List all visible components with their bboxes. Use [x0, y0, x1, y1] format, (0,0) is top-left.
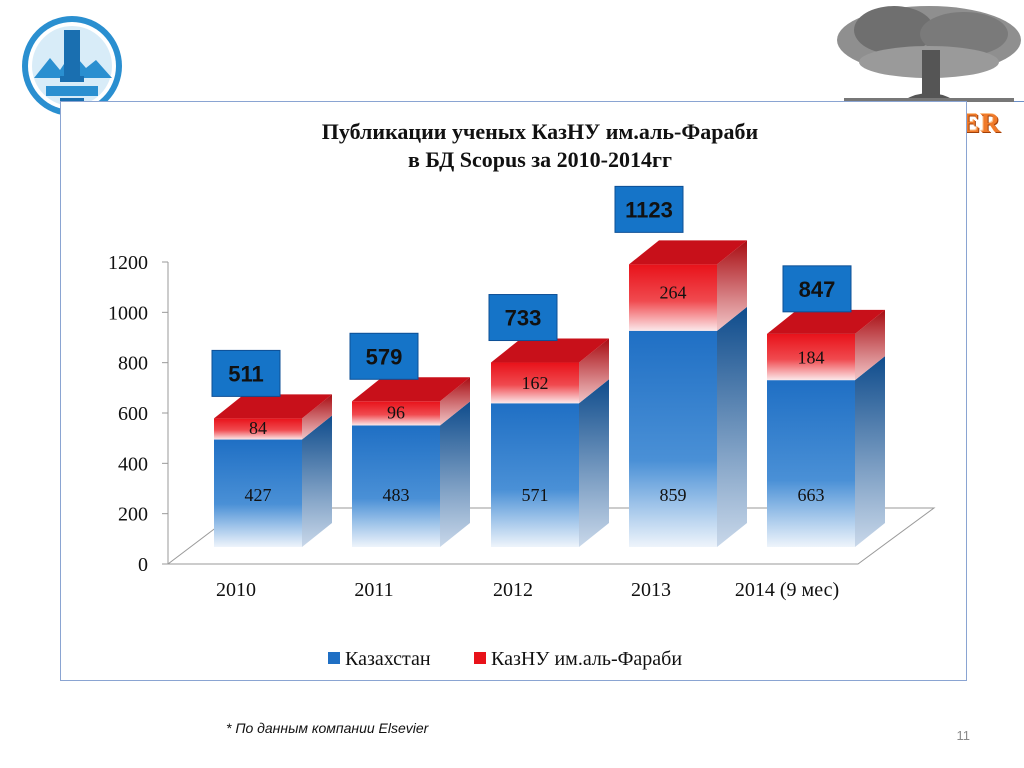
x-tick-label: 2010: [216, 579, 256, 601]
y-tick-label: 0: [138, 554, 148, 576]
bar-kaznu: [629, 264, 717, 331]
bar-kazakhstan-side: [855, 356, 885, 547]
y-tick-label: 600: [118, 403, 148, 425]
bar-kaznu: [214, 418, 302, 440]
bar-kazakhstan: [629, 330, 717, 547]
data-label-kaznu: 84: [249, 418, 267, 438]
chart-title-line-1: Публикации ученых КазНУ им.аль-Фараби: [321, 119, 759, 144]
data-label-kazakhstan: 427: [245, 485, 272, 505]
bar-kaznu: [352, 401, 440, 426]
total-box: [614, 185, 684, 233]
page-number: 11: [956, 728, 971, 743]
total-box: [782, 265, 852, 313]
total-label: 733: [505, 306, 542, 331]
legend-label-kazakhstan: Казахстан: [345, 648, 431, 670]
total-label: 847: [799, 277, 836, 302]
x-tick-label: 2011: [354, 579, 393, 601]
y-tick-label: 1000: [108, 302, 148, 324]
x-tick-label: 2014 (9 мес): [735, 579, 839, 601]
legend-swatch-kaznu: [474, 652, 486, 664]
legend-item-kazakhstan: Казахстан: [328, 648, 431, 671]
bar-kazakhstan-side: [302, 415, 332, 547]
total-label: 579: [366, 344, 403, 369]
bar-kazakhstan: [214, 439, 302, 547]
bar-kaznu: [767, 333, 855, 381]
bar-top: [491, 338, 609, 363]
bar-top: [767, 309, 885, 334]
data-label-kazakhstan: 859: [660, 485, 687, 505]
bar-kaznu-side: [440, 377, 470, 426]
bar-kazakhstan-side: [717, 306, 747, 547]
x-tick-label: 2012: [493, 579, 533, 601]
elsevier-logo: [837, 6, 1021, 104]
bar-top: [629, 240, 747, 265]
data-label-kaznu: 184: [798, 347, 825, 367]
data-label-kaznu: 264: [660, 282, 687, 302]
y-tick-label: 800: [118, 353, 148, 375]
data-label-kaznu: 162: [522, 373, 549, 393]
bar-top: [352, 377, 470, 402]
university-logo: [22, 16, 122, 116]
data-label-kazakhstan: 663: [798, 485, 825, 505]
bar-kazakhstan-side: [579, 379, 609, 547]
total-box: [349, 332, 419, 380]
total-box: [211, 349, 281, 397]
chart-title: Публикации ученых КазНУ им.аль-Фараби в …: [240, 118, 840, 174]
total-box: [488, 294, 558, 342]
bar-top: [214, 394, 332, 419]
bar-kaznu-side: [302, 394, 332, 440]
y-tick-label: 400: [118, 453, 148, 475]
bar-kaznu: [491, 362, 579, 404]
bar-kazakhstan: [767, 380, 855, 547]
data-label-kazakhstan: 483: [383, 485, 410, 505]
total-label: 1123: [625, 197, 673, 222]
bar-kaznu-side: [855, 309, 885, 381]
y-tick-label: 1200: [108, 252, 148, 274]
bar-kazakhstan: [352, 425, 440, 547]
bar-kazakhstan-side: [440, 401, 470, 547]
legend-label-kaznu: КазНУ им.аль-Фараби: [491, 648, 683, 670]
bar-kazakhstan: [491, 403, 579, 547]
legend-item-kaznu: КазНУ им.аль-Фараби: [474, 648, 682, 671]
bar-kaznu-side: [579, 338, 609, 404]
footnote: * По данным компании Elsevier: [226, 720, 429, 736]
bar-kaznu-side: [717, 240, 747, 331]
data-label-kazakhstan: 571: [522, 485, 549, 505]
y-tick-label: 200: [118, 504, 148, 526]
chart-title-line-2: в БД Scopus за 2010-2014гг: [408, 147, 672, 172]
total-label: 511: [228, 361, 264, 386]
data-label-kaznu: 96: [387, 403, 405, 423]
x-tick-label: 2013: [631, 579, 671, 601]
legend-swatch-kazakhstan: [328, 652, 340, 664]
